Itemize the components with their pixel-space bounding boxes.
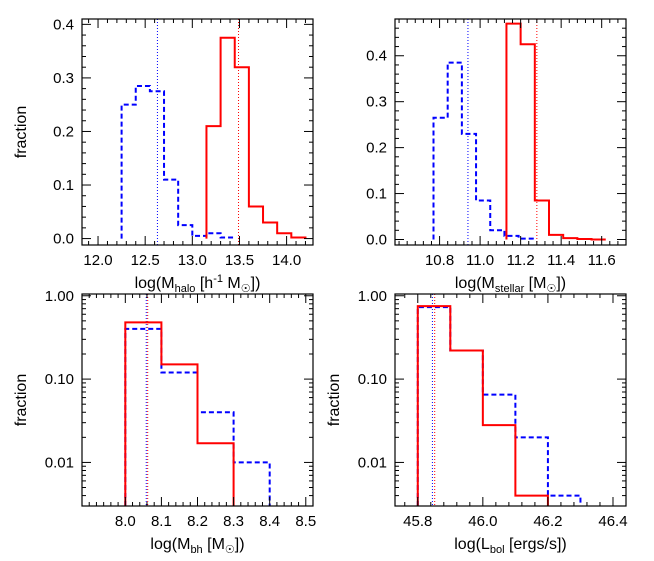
y-axis-label: fraction xyxy=(13,106,30,158)
x-label-text: [M xyxy=(203,536,225,553)
x-tick-label: 8.5 xyxy=(295,513,316,530)
x-label-text: [ergs/s]) xyxy=(505,536,567,553)
x-label-text: ]) xyxy=(556,275,566,292)
plot-area xyxy=(120,19,307,245)
x-label-text: log(M xyxy=(455,275,495,292)
y-tick-label: 0.01 xyxy=(45,454,74,471)
x-tick-label: 11.6 xyxy=(588,252,616,269)
x-label-text: ]) xyxy=(235,536,245,553)
plot-area xyxy=(416,294,582,506)
x-label-subscript: stellar xyxy=(495,283,525,295)
x-axis-label: log(Lbol [ergs/s]) xyxy=(454,536,567,556)
x-tick-label: 11.4 xyxy=(547,252,575,269)
x-label-text: log(M xyxy=(150,536,190,553)
red-histogram-series xyxy=(205,36,307,239)
x-tick-label: 11.2 xyxy=(507,252,535,269)
x-tick-label: 46.0 xyxy=(468,513,497,530)
y-tick-label: 0.2 xyxy=(366,140,387,157)
sun-symbol: ☉ xyxy=(225,544,235,556)
x-tick-label: 12.5 xyxy=(131,252,160,269)
y-tick-label: 1.00 xyxy=(45,288,74,305)
axes-frame xyxy=(394,18,627,246)
x-tick-label: 14.0 xyxy=(272,252,301,269)
x-tick-label: 12.0 xyxy=(83,252,112,269)
y-tick-label: 0.10 xyxy=(358,371,387,388)
x-tick-label: 8.3 xyxy=(223,513,244,530)
x-tick-label: 8.0 xyxy=(115,513,136,530)
plot-area xyxy=(432,19,606,245)
x-label-subscript: bol xyxy=(490,544,505,556)
sun-symbol: ☉ xyxy=(241,283,251,295)
y-tick-label: 0.1 xyxy=(366,186,387,203)
red-histogram-series xyxy=(416,305,549,506)
x-label-text: [h xyxy=(195,275,213,292)
axes-frame xyxy=(81,18,314,246)
x-tick-label: 11.0 xyxy=(466,252,494,269)
x-label-text: [M xyxy=(524,275,546,292)
x-axis-label: log(Mhalo [h-1 M☉]) xyxy=(135,273,261,295)
x-label-superscript: -1 xyxy=(213,273,223,285)
y-tick-label: 0.3 xyxy=(53,70,74,87)
y-tick-label: 0.0 xyxy=(366,231,387,248)
x-tick-label: 8.2 xyxy=(187,513,208,530)
y-tick-label: 0.01 xyxy=(358,454,387,471)
y-tick-label: 0.1 xyxy=(53,177,74,194)
x-tick-label: 46.2 xyxy=(533,513,562,530)
x-tick-label: 13.5 xyxy=(225,252,254,269)
x-label-text: log(M xyxy=(135,275,175,292)
x-tick-label: 10.8 xyxy=(425,252,454,269)
x-tick-label: 13.0 xyxy=(178,252,207,269)
x-axis-label: log(Mbh [M☉]) xyxy=(150,536,244,556)
blue-histogram-series xyxy=(432,61,534,240)
panel-top-right: 10.8 11.0 11.2 11.4 11.6 0.0 0.1 0.2 0.3 0.4 log(M… xyxy=(366,18,627,295)
x-label-text: ]) xyxy=(251,275,261,292)
y-tick-label: 0.4 xyxy=(366,48,387,65)
panel-bottom-left: 8.0 8.1 8.2 8.3 8.4 8.5 0.01 0.10 1.00 fraction lo… xyxy=(13,288,316,556)
axes-frame xyxy=(394,293,627,507)
x-tick-label: 45.8 xyxy=(403,513,432,530)
panel-top-left: 12.0 12.5 13.0 13.5 14.0 0.0 0.1 0.2 0.3 0.4 fract… xyxy=(13,16,314,295)
y-axis-label: fraction xyxy=(326,374,343,426)
y-tick-label: 0.10 xyxy=(45,371,74,388)
blue-histogram-series xyxy=(120,84,236,239)
y-tick-label: 0.3 xyxy=(366,94,387,111)
blue-histogram-series xyxy=(416,306,582,506)
x-label-text: M xyxy=(223,275,241,292)
red-histogram-series xyxy=(505,22,606,241)
x-axis-label: log(Mstellar [M☉]) xyxy=(455,275,566,295)
red-histogram-series xyxy=(124,321,235,506)
x-tick-label: 46.4 xyxy=(598,513,627,530)
x-label-subscript: halo xyxy=(175,283,196,295)
x-tick-label: 8.1 xyxy=(151,513,172,530)
y-axis-label: fraction xyxy=(13,374,30,426)
x-tick-label: 8.4 xyxy=(259,513,280,530)
y-tick-label: 1.00 xyxy=(358,288,387,305)
panel-bottom-right: 45.8 46.0 46.2 46.4 0.01 0.10 1.00 fraction log(… xyxy=(326,288,628,556)
y-tick-label: 0.2 xyxy=(53,123,74,140)
x-label-text: log(L xyxy=(454,536,490,553)
plot-area xyxy=(124,294,271,506)
y-tick-label: 0.0 xyxy=(53,231,74,248)
y-tick-label: 0.4 xyxy=(53,16,74,33)
sun-symbol: ☉ xyxy=(546,283,556,295)
x-label-subscript: bh xyxy=(190,544,202,556)
